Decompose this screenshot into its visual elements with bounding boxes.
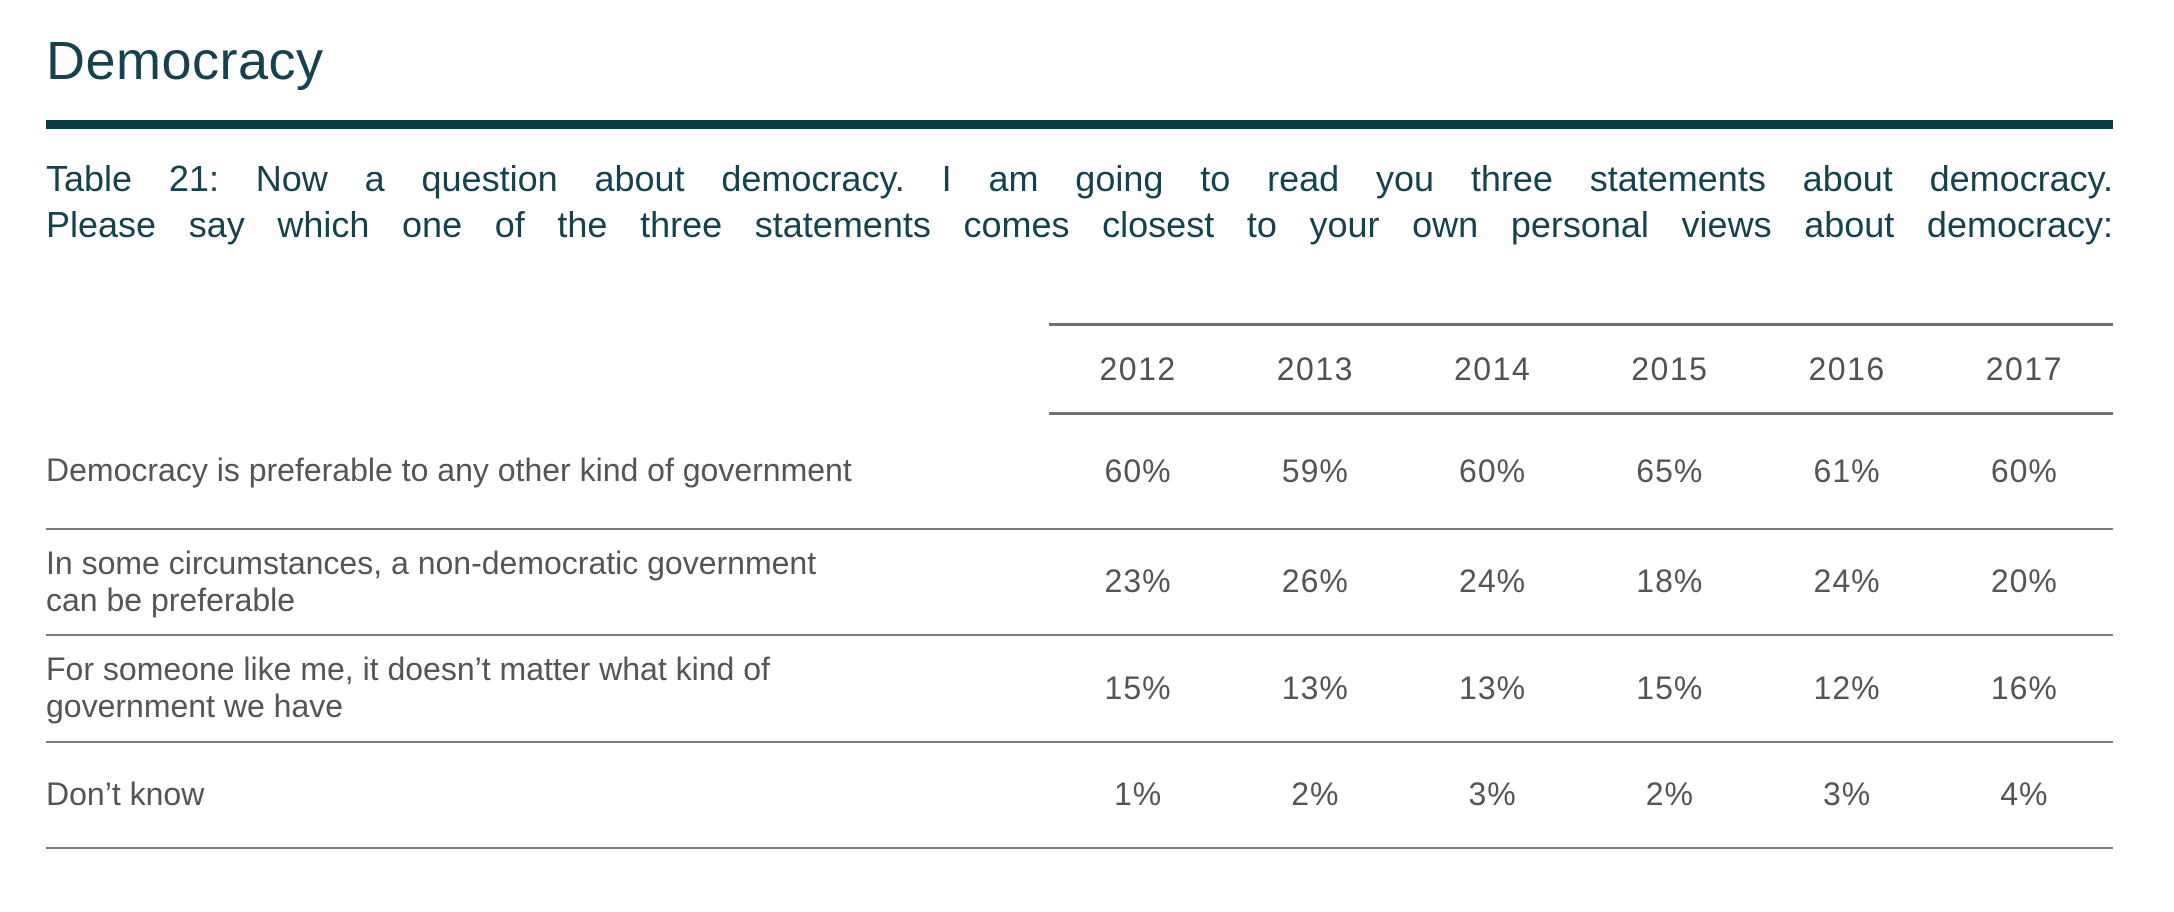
value-cell: 24% <box>1403 528 1582 636</box>
caption-line-1: Table 21: Now a question about democracy… <box>46 158 2113 199</box>
year-header-cell: 2012 <box>1049 323 1227 415</box>
row-label-line: Don’t know <box>46 776 205 812</box>
value-cell: 1% <box>1049 741 1227 849</box>
table-row: Don’t know 1% 2% 3% 2% 3% 4% <box>46 741 2113 849</box>
value-cell: 3% <box>1758 741 1936 849</box>
survey-results-table: 2012 2013 2014 2015 2016 2017 Democracy … <box>46 323 2113 849</box>
row-label-line: In some circumstances, a non-democratic … <box>46 544 817 581</box>
row-label-line: government we have <box>46 688 344 724</box>
page-title: Democracy <box>46 31 324 91</box>
value-cell: 60% <box>1403 413 1582 530</box>
row-label-line: can be preferable <box>46 581 296 618</box>
value-cell: 13% <box>1226 634 1404 743</box>
table-row: In some circumstances, a non-democratic … <box>46 528 2113 636</box>
value-cell: 65% <box>1581 413 1759 530</box>
table-row: Democracy is preferable to any other kin… <box>46 413 2113 530</box>
year-header-cell: 2015 <box>1581 323 1759 415</box>
row-label-cell: In some circumstances, a non-democratic … <box>46 528 1050 636</box>
value-cell: 15% <box>1049 634 1227 743</box>
value-cell: 20% <box>1935 528 2113 636</box>
value-cell: 4% <box>1935 741 2113 849</box>
table-row: For someone like me, it doesn’t matter w… <box>46 634 2113 743</box>
value-cell: 2% <box>1581 741 1759 849</box>
row-label-line: Democracy is preferable to any other kin… <box>46 452 852 488</box>
year-header-cell: 2017 <box>1935 323 2113 415</box>
year-header-cell: 2014 <box>1403 323 1582 415</box>
title-rule <box>46 120 2113 129</box>
caption-line-2: Please say which one of the three statem… <box>46 204 2113 245</box>
value-cell: 26% <box>1226 528 1404 636</box>
value-cell: 13% <box>1403 634 1582 743</box>
value-cell: 60% <box>1049 413 1227 530</box>
value-cell: 24% <box>1758 528 1936 636</box>
value-cell: 16% <box>1935 634 2113 743</box>
row-label-cell: For someone like me, it doesn’t matter w… <box>46 634 1050 743</box>
value-cell: 15% <box>1581 634 1759 743</box>
table-header-row: 2012 2013 2014 2015 2016 2017 <box>46 323 2113 415</box>
value-cell: 18% <box>1581 528 1759 636</box>
year-header-cell: 2016 <box>1758 323 1936 415</box>
row-label-cell: Don’t know <box>46 741 1050 849</box>
label-column-header <box>46 325 1049 414</box>
value-cell: 60% <box>1935 413 2113 530</box>
value-cell: 61% <box>1758 413 1936 530</box>
value-cell: 59% <box>1226 413 1404 530</box>
row-label-cell: Democracy is preferable to any other kin… <box>46 413 1050 530</box>
year-header-cell: 2013 <box>1226 323 1404 415</box>
value-cell: 2% <box>1226 741 1404 849</box>
value-cell: 3% <box>1403 741 1582 849</box>
row-label-line: For someone like me, it doesn’t matter w… <box>46 651 770 687</box>
value-cell: 12% <box>1758 634 1936 743</box>
value-cell: 23% <box>1049 528 1227 636</box>
table-caption: Table 21: Now a question about democracy… <box>46 156 2113 248</box>
